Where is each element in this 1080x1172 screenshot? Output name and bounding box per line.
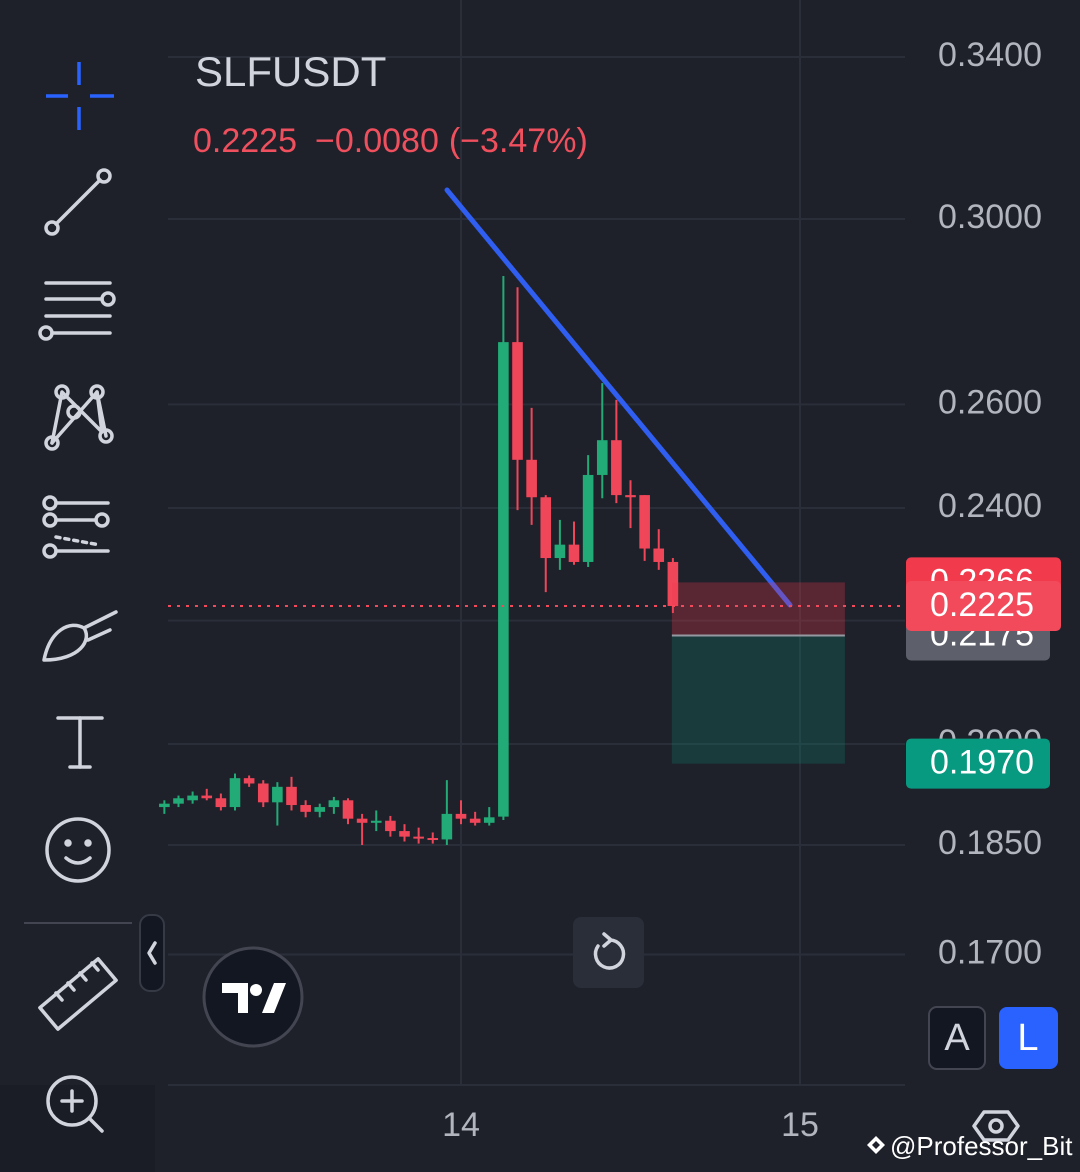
brush-tool[interactable] (42, 610, 118, 662)
candle-body (498, 342, 509, 817)
candle-body (667, 561, 679, 607)
candle-body (187, 795, 198, 801)
candle-body (356, 818, 368, 823)
candle-body (385, 820, 396, 832)
y-tick-label: 0.2600 (938, 383, 1042, 421)
collapse-button[interactable] (139, 914, 165, 992)
candle-body (342, 800, 354, 819)
toolbar-foot (0, 1085, 155, 1172)
candle-body (483, 817, 495, 823)
trend-line[interactable] (444, 187, 793, 608)
candle-body (568, 544, 580, 562)
candle-body (596, 440, 608, 475)
symbol: SLFUSDT (195, 48, 386, 95)
watermark: @Professor_Bit (867, 1131, 1073, 1161)
reset-button[interactable] (573, 917, 644, 988)
zoom-tool[interactable] (46, 1075, 104, 1133)
candle-body (540, 497, 552, 559)
candle-body (399, 831, 410, 837)
y-tick-label: 0.3000 (938, 198, 1042, 236)
toolbar (24, 62, 132, 1133)
line-tool[interactable] (44, 168, 112, 236)
grid (168, 0, 905, 1086)
candle-body (611, 440, 622, 496)
emoji-tool[interactable] (45, 817, 111, 883)
pattern-tool[interactable] (44, 384, 114, 451)
price: 0.2225 (193, 122, 297, 160)
candle-body (554, 544, 566, 559)
y-tick-label: 0.3400 (938, 36, 1042, 74)
candle-body (455, 813, 467, 819)
log-button[interactable]: L (999, 1007, 1058, 1069)
price-axis: 0.34000.30000.26000.24000.22000.20000.18… (906, 36, 1061, 971)
candle-body (229, 778, 241, 808)
last-price-tag-label: 0.2225 (930, 586, 1034, 624)
reward-zone (671, 635, 845, 764)
risk-zone (671, 582, 845, 636)
x-tick-label: 14 (442, 1106, 480, 1144)
candle-body (215, 798, 227, 808)
log-label: L (1017, 1017, 1038, 1059)
ruler-tool[interactable] (38, 957, 118, 1031)
candle-body (512, 342, 523, 460)
quote: 0.2225 −0.0080 (−3.47%) (193, 122, 588, 160)
candle-body (328, 800, 340, 808)
candle-body (173, 798, 184, 804)
fib-tool[interactable] (38, 281, 116, 341)
text-tool[interactable] (56, 716, 104, 769)
change: −0.0080 (315, 122, 439, 160)
candle-body (526, 459, 537, 498)
overlay (168, 187, 905, 764)
candle-body (159, 803, 170, 808)
candle-body (427, 838, 439, 841)
target-tag-label: 0.1970 (930, 744, 1034, 782)
candle-body (272, 786, 283, 803)
candle-body (653, 548, 665, 562)
y-tick-label: 0.1700 (938, 933, 1042, 971)
target-tag (906, 738, 1050, 789)
projection-tool[interactable] (42, 495, 110, 559)
y-tick-label: 0.2400 (938, 487, 1042, 525)
last-price-tag (906, 581, 1061, 632)
y-tick-label: 0.1850 (938, 824, 1042, 862)
candle-body (441, 813, 453, 840)
candle-body (413, 836, 424, 839)
candle-body (639, 495, 650, 549)
candle-body (625, 495, 636, 498)
auto-button[interactable]: A (928, 1006, 986, 1070)
candle-body (469, 818, 481, 823)
candle-body (582, 474, 594, 562)
settings-button[interactable] (972, 1110, 1020, 1142)
candle-body (314, 807, 326, 812)
candle-body (286, 786, 297, 806)
candle-body (201, 795, 213, 799)
candle-body (243, 778, 255, 784)
x-tick-label: 15 (781, 1106, 819, 1144)
tv-logo[interactable] (202, 946, 304, 1048)
change-pct: (−3.47%) (449, 122, 588, 160)
candles (159, 275, 679, 846)
crosshair-tool[interactable] (46, 62, 114, 130)
candle-body (370, 820, 382, 823)
candle-body (257, 783, 269, 803)
watermark-text: @Professor_Bit (890, 1131, 1073, 1161)
candle-body (300, 805, 311, 812)
auto-label: A (944, 1017, 970, 1059)
